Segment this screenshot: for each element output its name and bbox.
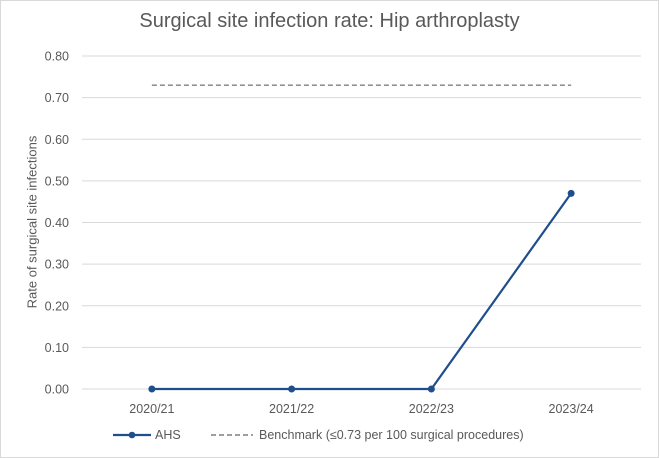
y-tick-label: 0.70 [45,91,69,105]
series-line-ahs [151,192,573,391]
data-point [148,385,156,393]
legend-label-ahs: AHS [155,428,181,442]
y-tick-label: 0.30 [45,258,69,272]
x-tick-label: 2020/21 [129,402,174,416]
legend: AHS Benchmark (≤0.73 per 100 surgical pr… [0,428,659,448]
y-tick-label: 0.00 [45,383,69,397]
y-tick-label: 0.50 [45,174,69,188]
data-point [288,385,296,393]
x-tick-label: 2023/24 [549,402,594,416]
legend-dashed-line-icon [211,434,253,436]
y-tick-label: 0.10 [45,341,69,355]
y-tick-label: 0.80 [45,50,69,64]
legend-line-marker-icon [113,431,151,439]
legend-item-benchmark: Benchmark (≤0.73 per 100 surgical proced… [210,428,524,442]
data-point [567,189,575,197]
legend-label-benchmark: Benchmark (≤0.73 per 100 surgical proced… [259,428,524,442]
legend-item-ahs: AHS [112,428,181,442]
x-tick-label: 2021/22 [269,402,314,416]
y-tick-label: 0.40 [45,216,69,230]
y-tick-label: 0.60 [45,133,69,147]
y-tick-label: 0.20 [45,299,69,313]
chart-title: Surgical site infection rate: Hip arthro… [139,10,520,32]
data-point [427,385,435,393]
x-tick-label: 2022/23 [409,402,454,416]
